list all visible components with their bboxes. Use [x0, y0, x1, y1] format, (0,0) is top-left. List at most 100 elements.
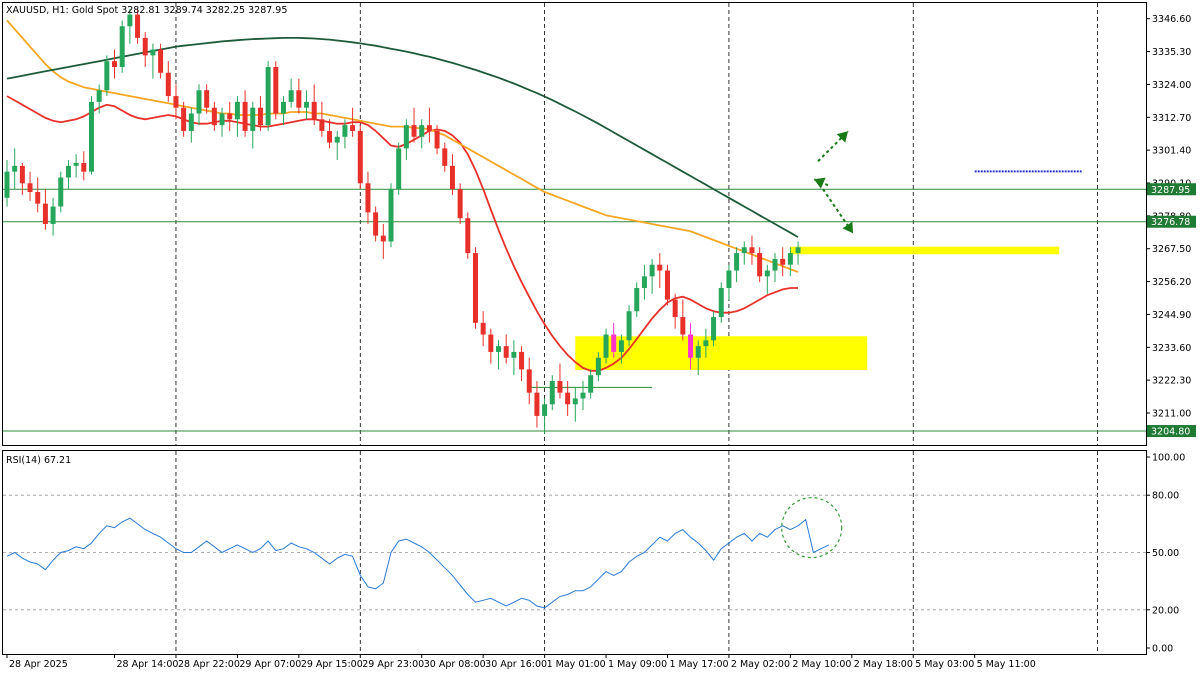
candle	[688, 322, 694, 370]
time-tick-label: 28 Apr 2025	[9, 659, 68, 670]
candle-body	[726, 270, 732, 288]
candle	[165, 61, 171, 102]
ma-line-ma-mid	[6, 19, 799, 273]
candle-body	[296, 90, 302, 108]
candle	[626, 305, 632, 347]
candle-body	[480, 322, 486, 335]
candle-body	[304, 101, 310, 108]
candle	[749, 235, 755, 265]
price-tag-label: 3287.95	[1151, 185, 1190, 196]
candle-body	[150, 49, 156, 56]
candle-body	[595, 357, 601, 376]
candle-body	[457, 189, 463, 219]
candle-body	[242, 101, 248, 131]
candle-body	[572, 398, 578, 405]
candle	[173, 84, 179, 120]
candle	[411, 107, 417, 143]
candle-body	[104, 61, 110, 91]
candle	[58, 171, 64, 213]
candle	[764, 264, 770, 294]
candle	[350, 107, 356, 137]
price-tag-label: 3204.80	[1151, 427, 1190, 438]
candle-body	[757, 253, 763, 277]
candle	[526, 357, 532, 405]
candle-body	[534, 392, 540, 416]
candle-body	[426, 125, 432, 131]
candle	[181, 101, 187, 137]
candle	[634, 282, 640, 318]
candle-body	[265, 66, 271, 126]
candle	[680, 299, 686, 341]
candle-body	[657, 264, 663, 271]
zone-lower-support	[575, 336, 868, 370]
candle	[741, 241, 747, 265]
grid-layer	[175, 3, 1098, 654]
axis-layer: 3346.603335.303324.003312.703301.403290.…	[6, 14, 1196, 670]
candle	[158, 43, 164, 79]
candle-body	[35, 192, 41, 204]
candle	[503, 334, 509, 364]
candle	[311, 84, 317, 126]
candle-body	[42, 203, 48, 224]
candle-body	[234, 101, 240, 120]
candle-body	[280, 101, 286, 114]
candle	[657, 253, 663, 288]
candle	[480, 311, 486, 347]
time-tick-label: 1 May 01:00	[547, 659, 606, 670]
candle-body	[419, 125, 425, 137]
candle-body	[58, 177, 64, 207]
candle-body	[88, 101, 94, 172]
candle	[611, 322, 617, 358]
candle	[726, 264, 732, 300]
candle	[711, 311, 717, 347]
time-tick-label: 29 Apr 07:00	[239, 659, 301, 670]
arrow-up-icon-shaft	[817, 130, 849, 162]
candle-body	[388, 189, 394, 242]
candle-body	[542, 404, 548, 416]
candle	[603, 328, 609, 364]
candle-body	[65, 165, 71, 178]
candle	[795, 241, 801, 265]
candle	[557, 363, 563, 399]
rsi-layer	[3, 494, 1146, 611]
candle-body	[127, 14, 133, 27]
candle	[672, 293, 678, 329]
candle	[534, 381, 540, 428]
candle	[780, 247, 786, 277]
candle-body	[611, 334, 617, 352]
candle	[327, 119, 333, 149]
candle	[65, 160, 71, 190]
candle	[119, 20, 125, 73]
candle-body	[188, 113, 194, 131]
candle	[403, 119, 409, 161]
candle-body	[380, 235, 386, 242]
candle-body	[695, 346, 701, 358]
candle	[273, 61, 279, 120]
candle-body	[373, 212, 379, 236]
candle-body	[780, 258, 786, 265]
candle	[150, 43, 156, 79]
candle	[334, 130, 340, 161]
candle-body	[688, 334, 694, 358]
candle-body	[718, 287, 724, 318]
candle	[419, 119, 425, 149]
time-tick-label: 2 May 02:00	[731, 659, 790, 670]
price-tag-bg	[1147, 215, 1196, 228]
candle-body	[519, 351, 525, 370]
candle-body	[357, 130, 363, 184]
candle-body	[411, 125, 417, 137]
candle	[280, 96, 286, 126]
time-tick-label: 1 May 09:00	[608, 659, 667, 670]
annotations	[813, 130, 854, 234]
candle-body	[257, 107, 263, 126]
candle-body	[19, 165, 25, 184]
candle	[396, 142, 402, 195]
candle-body	[342, 125, 348, 137]
candle	[104, 55, 110, 97]
candle	[426, 107, 432, 143]
price-tag-bg	[1147, 183, 1196, 196]
candle-body	[472, 253, 478, 323]
time-tick-label: 28 Apr 14:00	[117, 659, 179, 670]
rsi-tick-label: 100.00	[1152, 453, 1185, 464]
